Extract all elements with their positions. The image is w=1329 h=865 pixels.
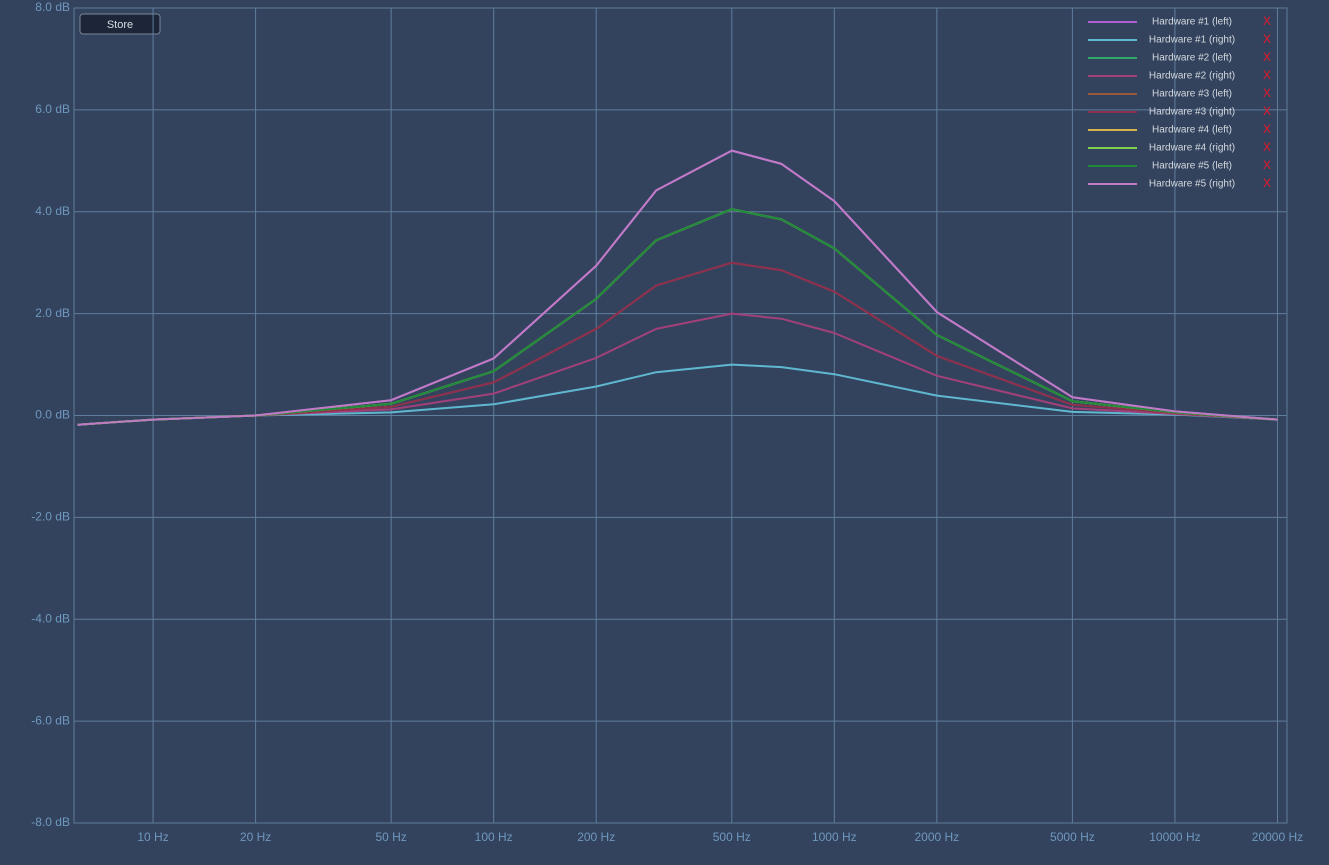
legend-label: Hardware #5 (right): [1149, 179, 1235, 190]
legend-label: Hardware #3 (right): [1149, 107, 1235, 118]
x-tick-label: 1000 Hz: [812, 830, 857, 844]
legend-label: Hardware #5 (left): [1152, 161, 1232, 172]
store-button-bg[interactable]: [79, 13, 161, 35]
remove-button[interactable]: X: [1263, 122, 1271, 136]
y-tick-label: -8.0 dB: [31, 815, 70, 829]
legend-label: Hardware #4 (left): [1152, 125, 1232, 136]
store-button-label[interactable]: Store: [107, 19, 133, 31]
remove-button[interactable]: X: [1263, 50, 1271, 64]
legend-label: Hardware #2 (right): [1149, 71, 1235, 82]
x-tick-label: 200 Hz: [577, 830, 615, 844]
x-tick-label: 50 Hz: [375, 830, 406, 844]
x-tick-label: 2000 Hz: [914, 830, 959, 844]
y-tick-label: 0.0 dB: [35, 408, 70, 422]
x-tick-label: 20000 Hz: [1252, 830, 1303, 844]
x-tick-label: 100 Hz: [475, 830, 513, 844]
legend-label: Hardware #3 (left): [1152, 89, 1232, 100]
remove-button[interactable]: X: [1263, 176, 1271, 190]
x-tick-label: 10000 Hz: [1149, 830, 1200, 844]
store-button[interactable]: Store: [79, 13, 161, 35]
y-tick-label: -6.0 dB: [31, 713, 70, 727]
y-tick-label: 8.0 dB: [35, 0, 70, 14]
remove-button[interactable]: X: [1263, 86, 1271, 100]
x-tick-label: 20 Hz: [240, 830, 271, 844]
legend-label: Hardware #2 (left): [1152, 53, 1232, 64]
x-tick-label: 500 Hz: [713, 830, 751, 844]
remove-button[interactable]: X: [1263, 104, 1271, 118]
y-tick-label: 6.0 dB: [35, 102, 70, 116]
legend-label: Hardware #1 (right): [1149, 35, 1235, 46]
x-tick-label: 10 Hz: [137, 830, 168, 844]
y-tick-label: -2.0 dB: [31, 510, 70, 524]
remove-button[interactable]: X: [1263, 32, 1271, 46]
remove-button[interactable]: X: [1263, 68, 1271, 82]
legend-label: Hardware #4 (right): [1149, 143, 1235, 154]
y-tick-label: 2.0 dB: [35, 306, 70, 320]
y-tick-label: 4.0 dB: [35, 204, 70, 218]
legend-label: Hardware #1 (left): [1152, 17, 1232, 28]
x-tick-label: 5000 Hz: [1050, 830, 1095, 844]
remove-button[interactable]: X: [1263, 158, 1271, 172]
curve: [77, 149, 1278, 426]
remove-button[interactable]: X: [1263, 140, 1271, 154]
y-tick-label: -4.0 dB: [31, 611, 70, 625]
remove-button[interactable]: X: [1263, 14, 1271, 28]
